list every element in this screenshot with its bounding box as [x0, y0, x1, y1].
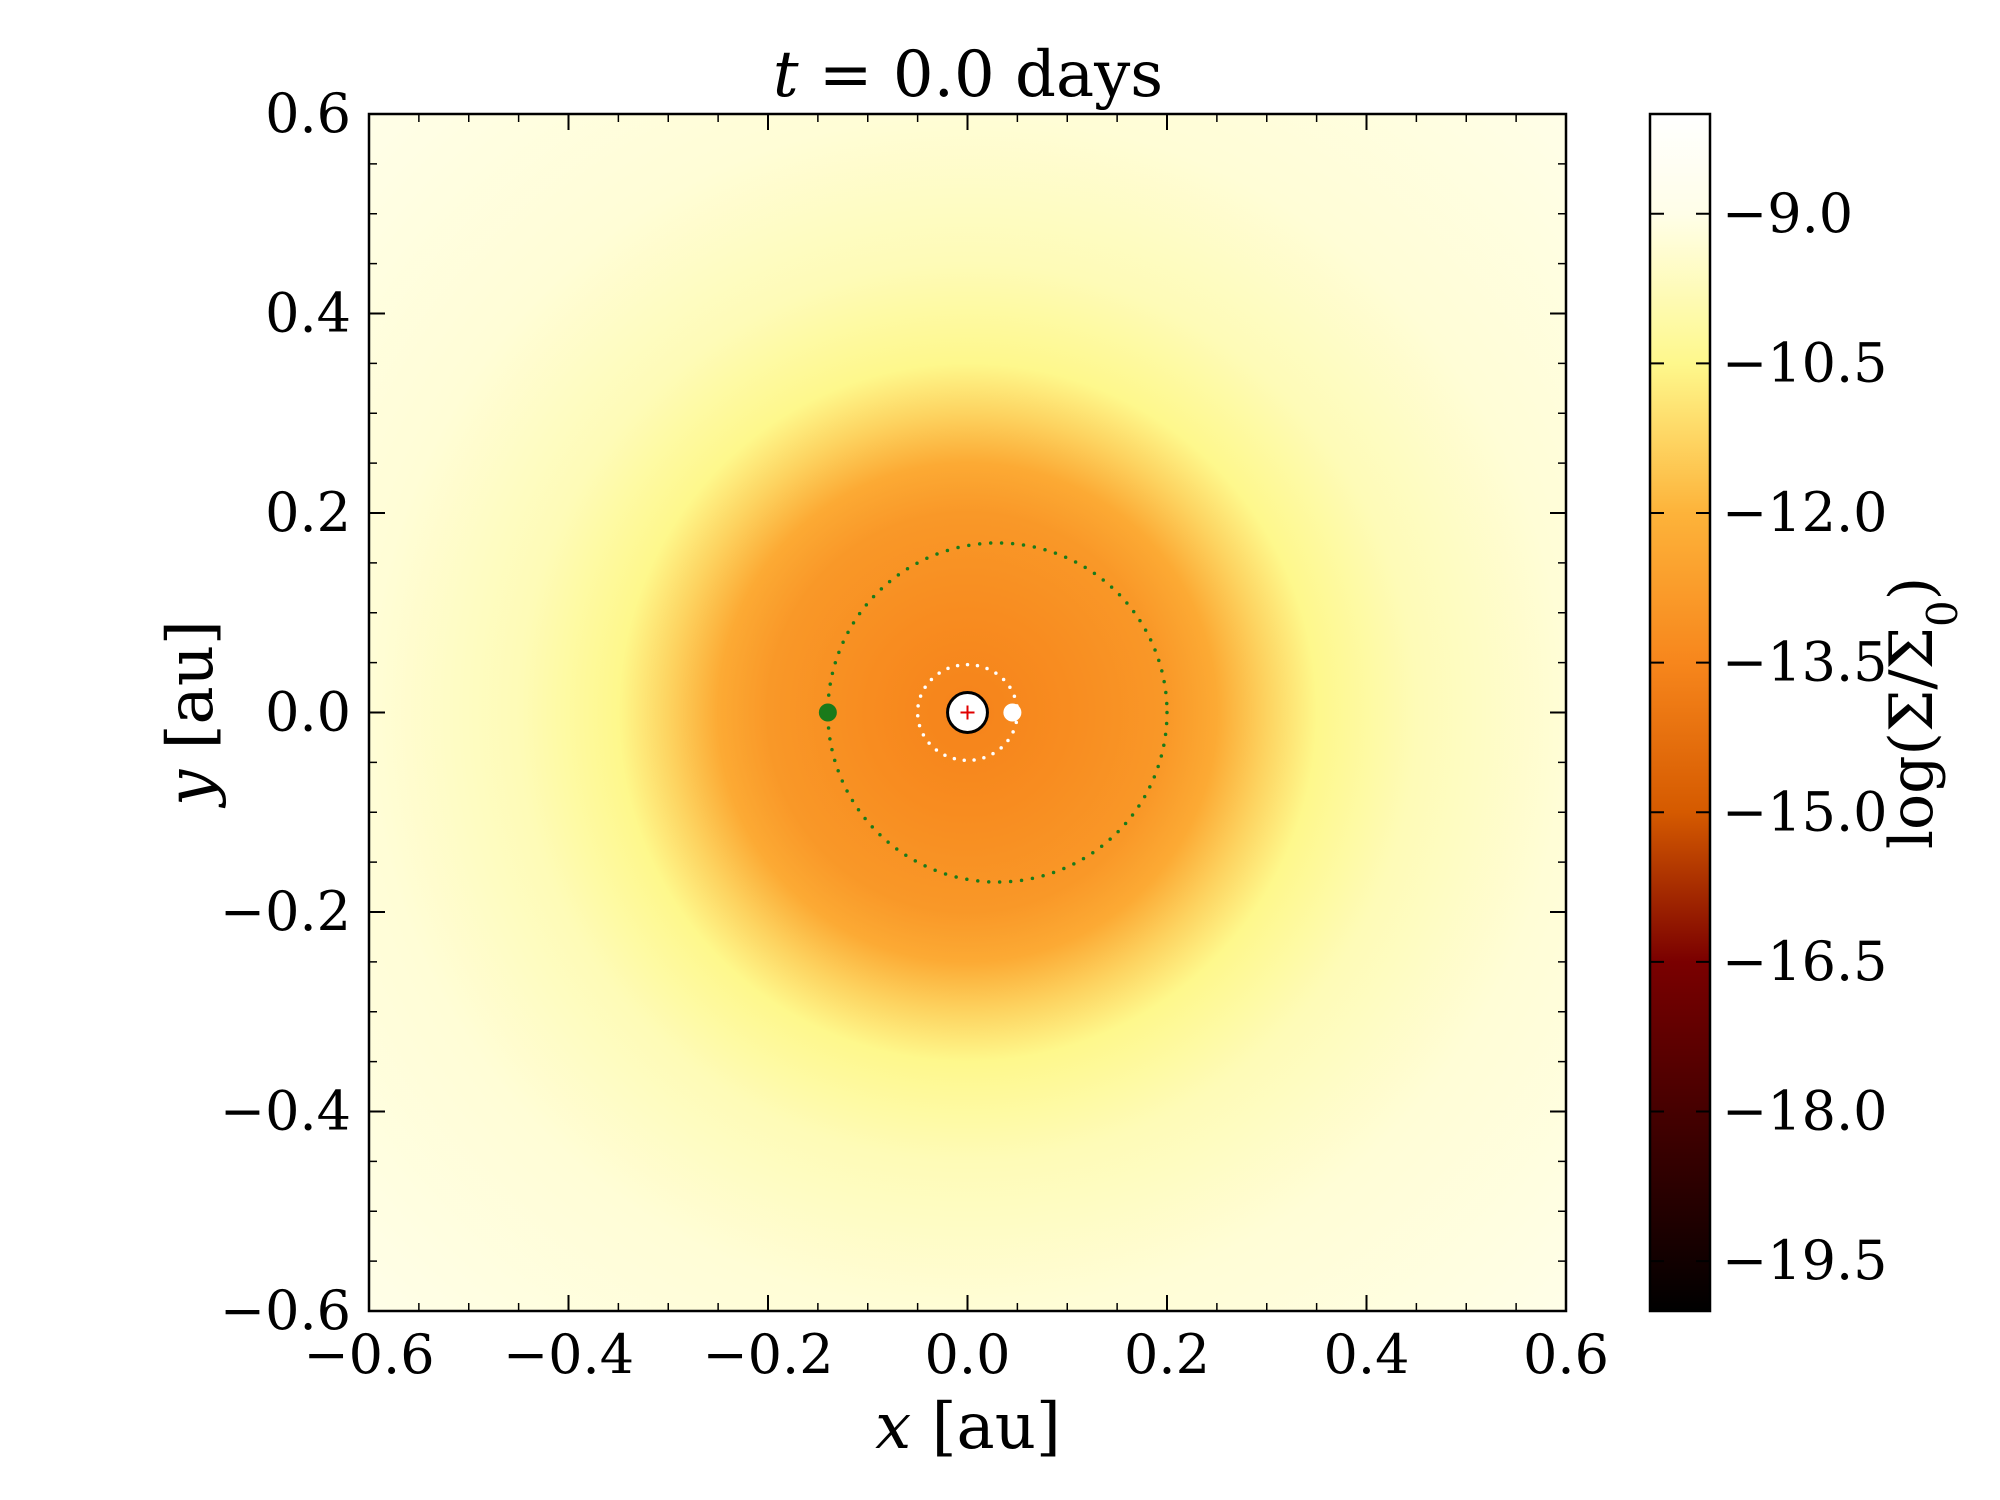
colorbar-tick-label: −12.0 [1722, 481, 1887, 544]
colorbar-tick-label: −10.5 [1722, 331, 1887, 394]
colorbar-tick-label: −16.5 [1722, 930, 1887, 993]
y-axis-label-unit: [au] [154, 620, 228, 770]
plot-area [369, 114, 1566, 1311]
title-text: = 0.0 days [799, 38, 1164, 112]
colorbar-tick-label: −15.0 [1722, 780, 1887, 843]
y-tick-label: 0.6 [265, 82, 351, 145]
x-axis-label-unit: [au] [911, 1390, 1061, 1464]
colorbar-label-prefix: log(Σ/Σ [1877, 627, 1947, 849]
inner-planet [1003, 703, 1022, 722]
x-axis-label: x [au] [875, 1390, 1061, 1464]
x-tick-label: 0.0 [925, 1323, 1011, 1386]
y-tick-label: −0.2 [220, 880, 351, 943]
y-axis-ticks [369, 113, 1566, 1312]
outer-orbit-path [826, 541, 1169, 884]
colorbar-tick-label: −19.5 [1722, 1229, 1887, 1292]
y-axis-label-variable: y [154, 769, 228, 809]
y-tick-label: −0.4 [220, 1080, 351, 1143]
title-variable: t [773, 38, 799, 112]
y-axis-tick-labels: −0.6 −0.4 −0.2 0.0 0.2 0.4 0.6 [220, 82, 351, 1342]
y-tick-label: −0.6 [220, 1279, 351, 1342]
x-tick-label: −0.2 [702, 1323, 833, 1386]
colorbar: −9.0−10.5−12.0−13.5−15.0−16.5−18.0−19.5 … [1648, 112, 1967, 1313]
chart-title: t = 0.0 days [773, 38, 1163, 112]
colorbar-tick-label: −13.5 [1722, 631, 1887, 694]
outer-planet [818, 703, 837, 722]
x-tick-label: 0.4 [1324, 1323, 1410, 1386]
x-tick-label: −0.6 [303, 1323, 434, 1386]
y-tick-label: 0.0 [265, 681, 351, 744]
x-axis-label-variable: x [875, 1390, 911, 1464]
y-tick-label: 0.4 [265, 282, 351, 345]
y-tick-label: 0.2 [265, 481, 351, 544]
colorbar-ticks [1650, 212, 1710, 1263]
colorbar-label: log(Σ/Σ0) [1877, 577, 1967, 849]
colorbar-frame [1648, 112, 1712, 1313]
x-axis-ticks [368, 114, 1567, 1311]
orbit-overlays [818, 541, 1169, 884]
y-axis-label: y [au] [154, 620, 228, 809]
colorbar-tick-labels: −9.0 −10.5 −12.0 −13.5 −15.0 −16.5 −18.0 −19.5 [1722, 182, 1887, 1292]
colorbar-tick-label: −9.0 [1722, 182, 1853, 245]
colorbar-label-subscript: 0 [1918, 600, 1967, 627]
x-axis-tick-labels: −0.6 −0.4 −0.2 0.0 0.2 0.4 0.6 [303, 1323, 1609, 1386]
colorbar-tick-label: −18.0 [1722, 1080, 1887, 1143]
x-tick-label: 0.2 [1124, 1323, 1210, 1386]
x-tick-label: −0.4 [503, 1323, 634, 1386]
colorbar-label-suffix: ) [1877, 577, 1947, 600]
colorbar-fill [1650, 114, 1710, 1311]
x-tick-label: 0.6 [1523, 1323, 1609, 1386]
